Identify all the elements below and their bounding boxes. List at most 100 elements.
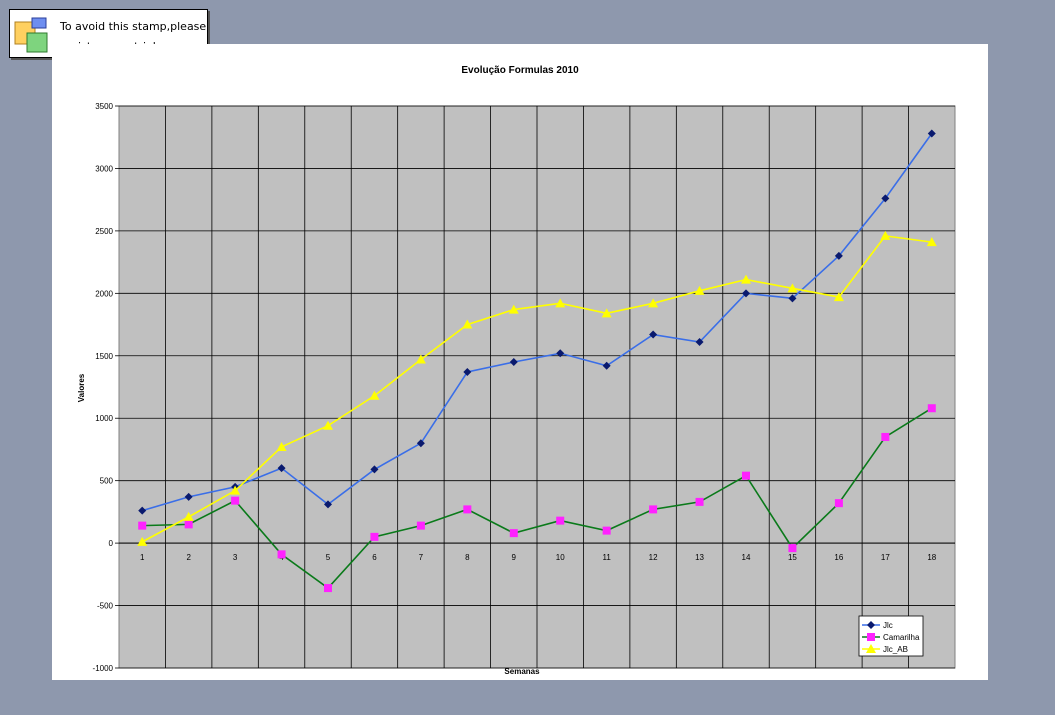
data-point [416,439,425,448]
y-tick-label: 500 [100,477,114,486]
data-point [694,285,705,295]
y-tick-label: 3000 [95,164,113,173]
data-point [324,500,332,509]
data-point [787,283,798,293]
data-point [741,274,751,284]
data-point [833,292,844,302]
data-point [556,516,565,525]
x-tick-label: 7 [419,553,424,562]
y-tick-label: 1500 [95,352,113,361]
data-point [556,349,565,358]
data-point [927,404,936,413]
series-line [141,133,933,512]
data-point [324,584,332,593]
data-point [602,361,611,370]
data-point [602,526,611,535]
x-tick-label: 10 [556,553,565,562]
data-point [138,506,147,515]
series-jlc-ab [137,230,937,546]
x-tick-label: 9 [512,553,517,562]
legend-label: Jlc [883,621,893,630]
series [137,129,937,593]
data-point [276,441,287,451]
x-tick-label: 13 [695,553,704,562]
data-point [416,521,425,530]
data-point [788,294,797,303]
y-tick-label: 2500 [95,227,113,236]
data-point [881,194,890,203]
data-point [742,471,750,480]
legend: Jlc Camarilha Jlc_AB [858,615,924,657]
data-point [555,298,566,308]
series-camarilha [138,404,936,593]
chart-title: Evolução Formulas 2010 [461,65,579,76]
data-point [508,304,519,314]
y-tick-label: 0 [109,539,114,548]
x-tick-label: 1 [140,553,145,562]
x-tick-label: 5 [326,553,331,562]
x-tick-label: 6 [372,553,377,562]
data-point [370,465,379,474]
legend-swatch-marker [867,621,875,629]
data-point [323,420,333,430]
windows-icon [14,17,48,53]
data-point [788,544,797,553]
data-point [184,492,193,501]
x-tick-label: 8 [465,553,470,562]
y-tick-label: 1000 [95,414,113,423]
x-tick-label: 11 [603,553,612,562]
data-point [184,520,193,529]
data-point [369,390,380,400]
x-tick-label: 3 [233,553,238,562]
data-point [137,536,148,546]
x-tick-label: 17 [881,553,890,562]
data-point [926,237,937,247]
y-axis-title: Valores [77,373,86,402]
data-point [231,496,240,505]
y-tick-label: 2000 [95,289,113,298]
data-point [463,505,472,514]
legend-swatch-marker [867,633,875,641]
data-point [601,308,612,318]
y-tick-label: 3500 [95,102,113,111]
data-point [183,511,194,521]
data-point [880,230,891,240]
data-point [509,358,518,367]
legend-label: Camarilha [883,633,920,642]
x-tick-label: 15 [788,553,797,562]
data-point [649,330,658,339]
data-point [695,338,704,347]
x-tick-label: 12 [649,553,658,562]
x-tick-label: 2 [186,553,191,562]
data-point [648,298,659,308]
chart-area: Evolução Formulas 2010 -1000 -500 0 500 1000… [52,44,988,680]
data-point [277,550,286,559]
series-line [142,407,933,590]
x-tick-label: 16 [834,553,843,562]
data-point [462,319,473,329]
series-jlc [138,129,936,515]
x-tick-label: 18 [927,553,936,562]
data-point [834,251,843,260]
x-tick-label: 14 [742,553,751,562]
data-point [742,289,750,298]
legend-label: Jlc_AB [883,645,908,654]
data-point [370,532,379,541]
data-point [509,529,518,538]
data-point [927,129,936,138]
x-axis-title: Semanas [504,667,540,676]
data-point [415,354,426,364]
stamp-text-line1: To avoid this stamp,please [60,20,207,33]
y-tick-label: -500 [97,602,114,611]
data-point [138,521,147,530]
data-point [649,505,658,514]
legend-swatch-marker [866,644,876,653]
data-point [881,432,890,441]
y-tick-label: -1000 [93,664,114,673]
series-line [141,235,932,543]
data-point [695,497,704,506]
line-chart: Evolução Formulas 2010 -1000 -500 0 500 1000… [77,65,956,676]
data-point [834,499,843,508]
data-point [463,368,472,377]
